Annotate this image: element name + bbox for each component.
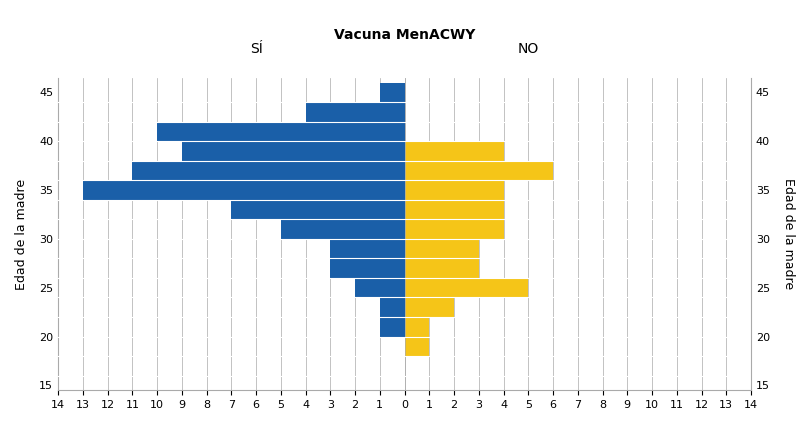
Bar bbox=[404, 219, 504, 239]
Bar bbox=[83, 180, 404, 200]
Bar bbox=[330, 258, 404, 278]
Bar bbox=[330, 239, 404, 258]
Text: NO: NO bbox=[518, 42, 539, 56]
Bar bbox=[404, 161, 553, 180]
Title: Vacuna MenACWY: Vacuna MenACWY bbox=[334, 28, 475, 42]
Text: SÍ: SÍ bbox=[249, 42, 262, 56]
Bar bbox=[380, 298, 404, 317]
Bar bbox=[404, 180, 504, 200]
Bar bbox=[404, 239, 479, 258]
Bar bbox=[181, 141, 404, 161]
Bar bbox=[380, 317, 404, 337]
Bar bbox=[404, 298, 454, 317]
Y-axis label: Edad de la madre: Edad de la madre bbox=[15, 178, 28, 289]
Bar bbox=[404, 141, 504, 161]
Bar bbox=[157, 122, 404, 141]
Bar bbox=[404, 258, 479, 278]
Bar bbox=[404, 278, 528, 297]
Bar bbox=[404, 317, 429, 337]
Bar bbox=[305, 102, 404, 122]
Bar bbox=[132, 161, 404, 180]
Bar bbox=[404, 200, 504, 219]
Bar bbox=[281, 219, 404, 239]
Bar bbox=[232, 200, 404, 219]
Bar bbox=[355, 278, 404, 297]
Bar bbox=[404, 337, 429, 356]
Y-axis label: Edad de la madre: Edad de la madre bbox=[782, 178, 795, 289]
Bar bbox=[380, 82, 404, 102]
